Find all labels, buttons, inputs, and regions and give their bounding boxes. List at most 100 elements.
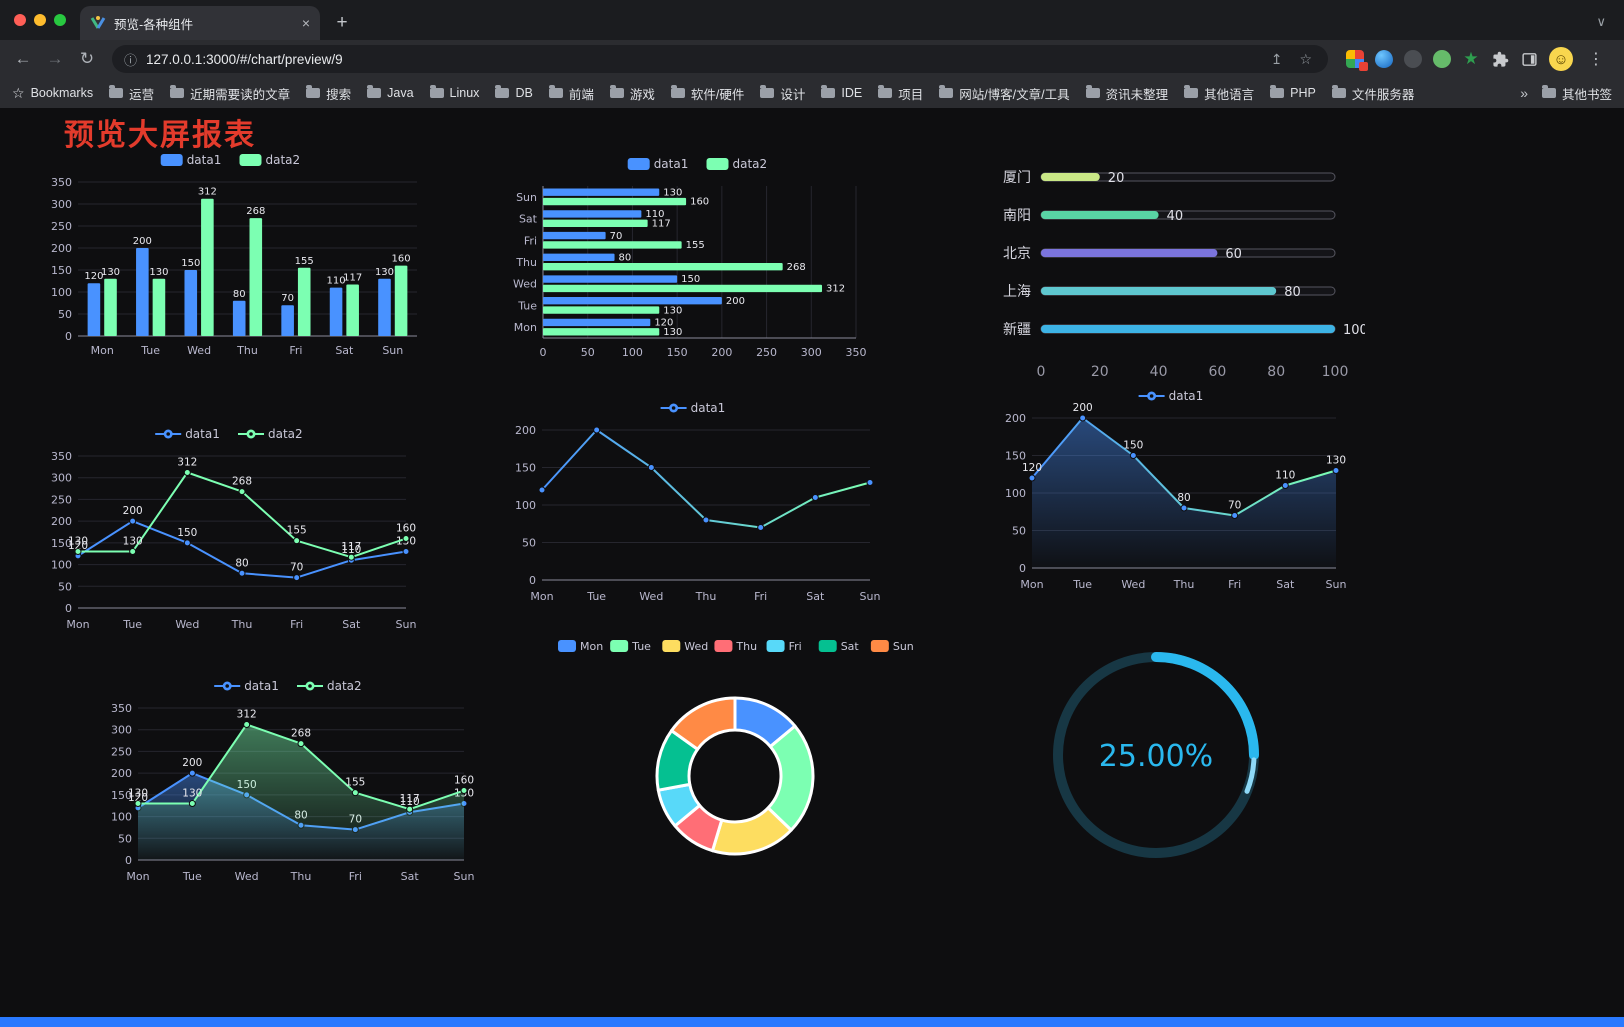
svg-text:Sun: Sun bbox=[893, 640, 914, 653]
svg-text:110: 110 bbox=[1275, 470, 1295, 482]
url-text[interactable]: 127.0.0.1:3000/#/chart/preview/9 bbox=[146, 51, 343, 67]
extensions-puzzle-icon[interactable] bbox=[1491, 50, 1509, 68]
svg-text:Sun: Sun bbox=[516, 191, 537, 204]
svg-text:Tue: Tue bbox=[517, 299, 537, 312]
other-bookmarks[interactable]: 其他书签 bbox=[1541, 84, 1612, 103]
svg-text:40: 40 bbox=[1150, 364, 1168, 380]
svg-text:Tue: Tue bbox=[586, 590, 606, 603]
svg-text:0: 0 bbox=[1037, 364, 1046, 380]
svg-text:Sun: Sun bbox=[396, 618, 417, 631]
svg-text:268: 268 bbox=[246, 206, 265, 217]
extension-moon-icon[interactable] bbox=[1404, 50, 1422, 68]
tab-close-icon[interactable]: × bbox=[301, 15, 310, 31]
close-window-button[interactable] bbox=[14, 14, 26, 26]
svg-text:110: 110 bbox=[327, 276, 346, 287]
svg-text:Thu: Thu bbox=[290, 870, 312, 883]
svg-text:100: 100 bbox=[1005, 487, 1026, 500]
svg-text:80: 80 bbox=[233, 289, 246, 300]
extension-leaf-icon[interactable] bbox=[1433, 50, 1451, 68]
svg-text:50: 50 bbox=[581, 346, 595, 359]
bookmark-item[interactable]: 搜索 bbox=[306, 84, 351, 103]
site-info-icon[interactable]: ⓘ bbox=[124, 52, 138, 68]
svg-text:100: 100 bbox=[51, 559, 72, 572]
horizontal-bar-chart: data1 data2 0 50 100 150 200 250 300 350 Sun 130 160… bbox=[505, 152, 890, 364]
profile-avatar[interactable]: ☺ bbox=[1549, 47, 1573, 71]
svg-text:80: 80 bbox=[1177, 492, 1190, 504]
tab-search-chevron-icon[interactable]: ∨ bbox=[1596, 14, 1606, 29]
bookmark-item[interactable]: 软件/硬件 bbox=[670, 84, 744, 103]
bookmarks-overflow-icon[interactable]: » bbox=[1520, 85, 1528, 101]
browser-tab[interactable]: 预览-各种组件 × bbox=[80, 6, 320, 40]
svg-text:Tue: Tue bbox=[631, 640, 651, 653]
address-bar[interactable]: ⓘ 127.0.0.1:3000/#/chart/preview/9 ↥ ☆ bbox=[112, 45, 1328, 73]
svg-text:Sat: Sat bbox=[841, 640, 860, 653]
extension-drop-icon[interactable] bbox=[1375, 50, 1393, 68]
svg-text:150: 150 bbox=[177, 527, 197, 539]
bookmark-item[interactable]: 前端 bbox=[548, 84, 594, 103]
new-tab-button[interactable]: + bbox=[336, 12, 348, 33]
folder-icon bbox=[1270, 85, 1285, 98]
svg-text:350: 350 bbox=[111, 702, 132, 715]
svg-text:Wed: Wed bbox=[175, 618, 199, 631]
svg-text:130: 130 bbox=[182, 788, 202, 800]
grouped-bar-chart: data1 data2 0 50 100 150 200 250 300 350 Mon 120 130… bbox=[38, 148, 423, 362]
maximize-window-button[interactable] bbox=[54, 14, 66, 26]
bookmarks-root[interactable]: ☆ Bookmarks bbox=[12, 85, 93, 102]
bookmark-item[interactable]: Linux bbox=[429, 85, 479, 100]
bookmark-item[interactable]: 其他语言 bbox=[1184, 84, 1254, 103]
bookmark-item[interactable]: 资讯未整理 bbox=[1085, 84, 1168, 103]
svg-text:268: 268 bbox=[291, 728, 311, 740]
bookmark-item[interactable]: DB bbox=[495, 85, 533, 100]
svg-text:25.00%: 25.00% bbox=[1099, 739, 1213, 774]
bookmark-label: 项目 bbox=[898, 87, 924, 102]
svg-text:Fri: Fri bbox=[1228, 578, 1241, 591]
bookmarks-bar: ☆ Bookmarks 运营 近期需要读的文章 搜索 Java Linux DB 前端 游戏 软… bbox=[0, 78, 1624, 108]
svg-text:Mon: Mon bbox=[66, 618, 89, 631]
svg-text:Wed: Wed bbox=[513, 278, 537, 291]
bookmark-item[interactable]: Java bbox=[367, 85, 414, 100]
svg-text:312: 312 bbox=[826, 284, 845, 295]
reload-button[interactable]: ↻ bbox=[79, 49, 95, 68]
folder-icon bbox=[170, 85, 185, 98]
share-icon[interactable]: ↥ bbox=[1270, 50, 1283, 67]
svg-text:155: 155 bbox=[686, 240, 705, 251]
extension-palette-icon[interactable] bbox=[1346, 50, 1368, 71]
svg-text:250: 250 bbox=[51, 220, 72, 233]
bookmark-item[interactable]: 设计 bbox=[760, 84, 805, 103]
bookmark-item[interactable]: 游戏 bbox=[609, 84, 655, 103]
svg-text:100: 100 bbox=[1322, 364, 1349, 380]
svg-text:250: 250 bbox=[756, 346, 777, 359]
bookmark-item[interactable]: IDE bbox=[821, 85, 862, 100]
side-panel-icon[interactable] bbox=[1520, 50, 1538, 68]
minimize-window-button[interactable] bbox=[34, 14, 46, 26]
bookmark-item[interactable]: 网站/博客/文章/工具 bbox=[939, 84, 1070, 103]
line-chart-area: data1 0 50 100 150 200 Mon Tue Wed Thu Fri Sat Sun 12… bbox=[992, 386, 1350, 596]
svg-text:Mon: Mon bbox=[530, 590, 553, 603]
bookmark-star-icon[interactable]: ☆ bbox=[1299, 50, 1312, 67]
bookmark-item[interactable]: 近期需要读的文章 bbox=[170, 84, 290, 103]
svg-text:130: 130 bbox=[149, 267, 168, 278]
svg-text:150: 150 bbox=[667, 346, 688, 359]
svg-text:50: 50 bbox=[58, 580, 72, 593]
bookmark-label: 设计 bbox=[780, 87, 806, 102]
svg-text:Mon: Mon bbox=[91, 344, 114, 357]
extension-star-icon[interactable]: ★ bbox=[1463, 49, 1479, 68]
browser-toolbar: ← → ↻ ⓘ 127.0.0.1:3000/#/chart/preview/9… bbox=[0, 40, 1624, 78]
svg-text:200: 200 bbox=[515, 424, 536, 437]
svg-text:50: 50 bbox=[118, 832, 132, 845]
svg-text:Sat: Sat bbox=[806, 590, 825, 603]
svg-text:350: 350 bbox=[51, 176, 72, 189]
page-content: 预览大屏报表 data1 data2 0 50 100 150 200 250 300 350 Mo… bbox=[0, 108, 1624, 1027]
bookmark-item[interactable]: 文件服务器 bbox=[1331, 84, 1414, 103]
svg-text:data2: data2 bbox=[733, 157, 768, 171]
svg-text:300: 300 bbox=[801, 346, 822, 359]
forward-button[interactable]: → bbox=[46, 49, 64, 68]
bookmark-item[interactable]: 项目 bbox=[878, 84, 923, 103]
menu-icon[interactable]: ⋮ bbox=[1588, 51, 1604, 68]
back-button[interactable]: ← bbox=[14, 49, 32, 68]
bookmark-item[interactable]: PHP bbox=[1270, 85, 1316, 100]
bookmark-item[interactable]: 运营 bbox=[109, 84, 154, 103]
weekday-donut-chart: Mon Tue Wed Thu Fri Sat Sun bbox=[540, 636, 930, 868]
bookmark-label: PHP bbox=[1290, 86, 1316, 100]
svg-text:350: 350 bbox=[51, 450, 72, 463]
